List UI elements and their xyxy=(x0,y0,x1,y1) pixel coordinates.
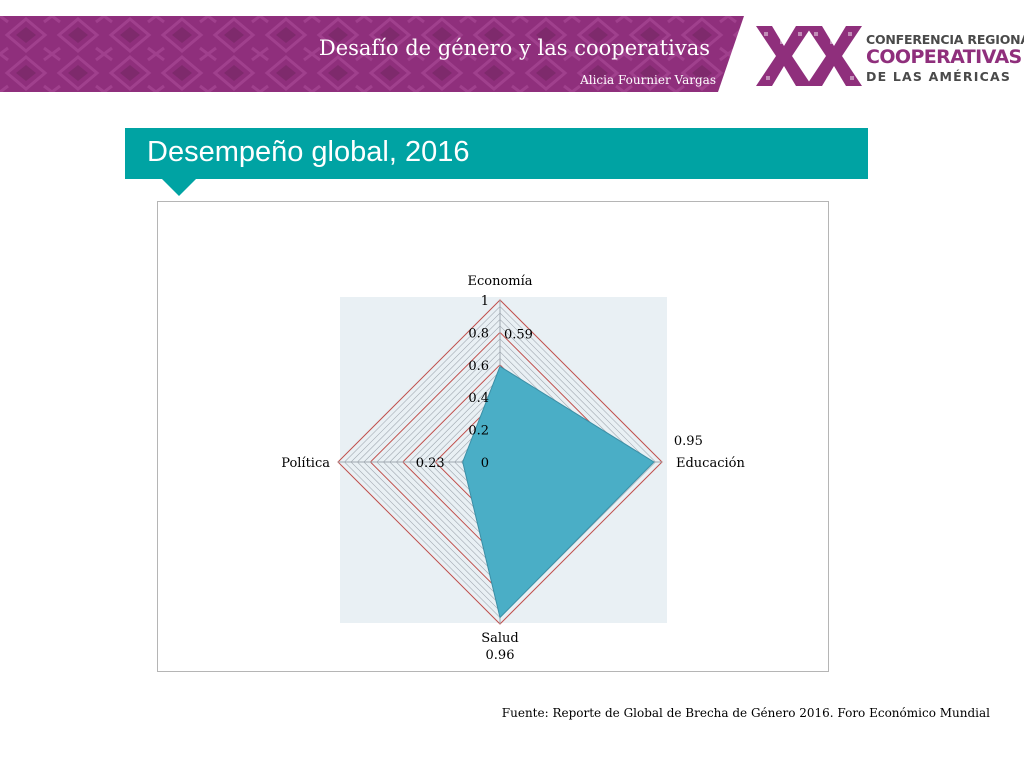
banner-pattern xyxy=(0,16,744,92)
conference-logo-mark xyxy=(756,26,862,86)
category-label: Educación xyxy=(676,456,745,471)
logo-text-line2: COOPERATIVAS xyxy=(866,46,1022,68)
radar-chart: 0 0.2 0.4 0.6 0.8 1 Economía Educación Salud Polí… xyxy=(281,274,745,663)
section-arrow xyxy=(162,179,196,196)
r-tick-label: 1 xyxy=(481,294,489,309)
radar-series xyxy=(462,365,655,619)
source-note: Fuente: Reporte de Global de Brecha de G… xyxy=(501,706,990,720)
r-tick-label: 0.2 xyxy=(468,424,489,439)
radar-series-area xyxy=(462,365,655,619)
header-banner: Desafío de género y las cooperativas Ali… xyxy=(0,16,744,92)
category-label: Política xyxy=(281,456,330,471)
section-header: Desempeño global, 2016 xyxy=(125,128,868,179)
data-label: 0.96 xyxy=(486,648,515,663)
data-label: 0.23 xyxy=(416,456,445,471)
category-label: Salud xyxy=(481,631,519,646)
section-title: Desempeño global, 2016 xyxy=(147,136,470,168)
author-name: Alicia Fournier Vargas xyxy=(580,73,716,87)
category-label: Economía xyxy=(467,274,532,289)
logo-text-line1: CONFERENCIA REGIONAL xyxy=(866,32,1024,47)
data-label: 0.95 xyxy=(674,434,703,449)
r-tick-label: 0.8 xyxy=(468,326,489,341)
r-tick-label: 0.4 xyxy=(468,391,489,406)
presentation-title: Desafío de género y las cooperativas xyxy=(318,36,710,60)
r-tick-label: 0 xyxy=(481,456,489,471)
chart-frame: 0 0.2 0.4 0.6 0.8 1 Economía Educación Salud Polí… xyxy=(157,201,829,672)
r-tick-label: 0.6 xyxy=(468,359,489,374)
data-label: 0.59 xyxy=(504,327,533,342)
logo-text-line3: DE LAS AMÉRICAS xyxy=(866,69,1012,84)
radar-labels: 0 0.2 0.4 0.6 0.8 1 Economía Educación Salud Polí… xyxy=(281,274,745,663)
conference-logo: CONFERENCIA REGIONAL COOPERATIVAS DE LAS… xyxy=(754,24,1024,90)
